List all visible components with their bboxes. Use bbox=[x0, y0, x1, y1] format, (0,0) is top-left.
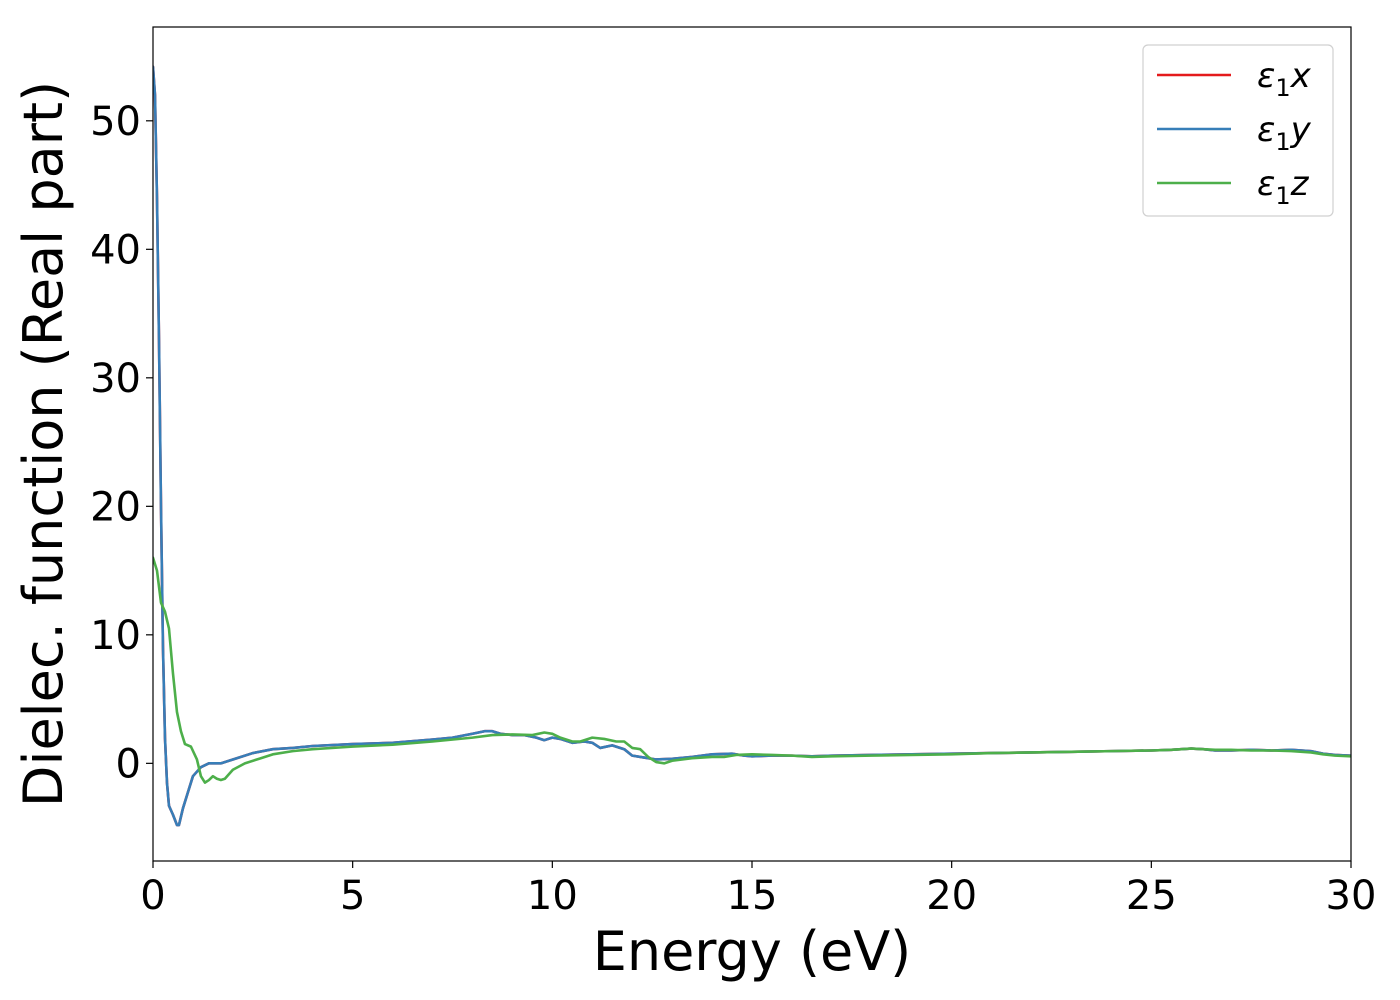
y-tick-label: 10 bbox=[90, 613, 141, 659]
legend-component: z bbox=[1290, 164, 1310, 204]
y-tick-label: 50 bbox=[90, 99, 141, 145]
legend-symbol: ε bbox=[1257, 164, 1275, 204]
y-axis-label: Dielec. function (Real part) bbox=[12, 81, 75, 807]
legend-label-x: ε1x bbox=[1257, 56, 1312, 102]
legend-symbol: ε bbox=[1257, 110, 1275, 150]
x-tick-label: 20 bbox=[926, 873, 977, 919]
legend-symbol: ε bbox=[1257, 56, 1275, 96]
legend-component: y bbox=[1290, 110, 1312, 150]
legend-label-y: ε1y bbox=[1257, 110, 1312, 156]
y-tick-label: 20 bbox=[90, 484, 141, 530]
x-axis-label: Energy (eV) bbox=[593, 920, 912, 983]
legend-label-z: ε1z bbox=[1257, 164, 1310, 210]
x-tick-label: 15 bbox=[727, 873, 778, 919]
x-tick-label: 30 bbox=[1326, 873, 1377, 919]
y-tick-label: 0 bbox=[116, 741, 141, 787]
series-line-z bbox=[153, 556, 1351, 784]
legend-subscript: 1 bbox=[1275, 128, 1290, 156]
x-tick-label: 0 bbox=[140, 873, 165, 919]
y-axis: 0 10 20 30 40 50 bbox=[90, 99, 153, 787]
x-tick-label: 10 bbox=[527, 873, 578, 919]
legend-subscript: 1 bbox=[1275, 182, 1290, 210]
x-axis: 0 5 10 15 20 25 30 bbox=[140, 861, 1376, 919]
legend-component: x bbox=[1290, 56, 1312, 96]
legend-box bbox=[1142, 44, 1334, 217]
y-tick-label: 30 bbox=[90, 356, 141, 402]
y-tick-label: 40 bbox=[90, 227, 141, 273]
series-layer bbox=[153, 65, 1351, 827]
x-tick-label: 25 bbox=[1126, 873, 1177, 919]
x-tick-label: 5 bbox=[340, 873, 365, 919]
legend-subscript: 1 bbox=[1275, 74, 1290, 102]
